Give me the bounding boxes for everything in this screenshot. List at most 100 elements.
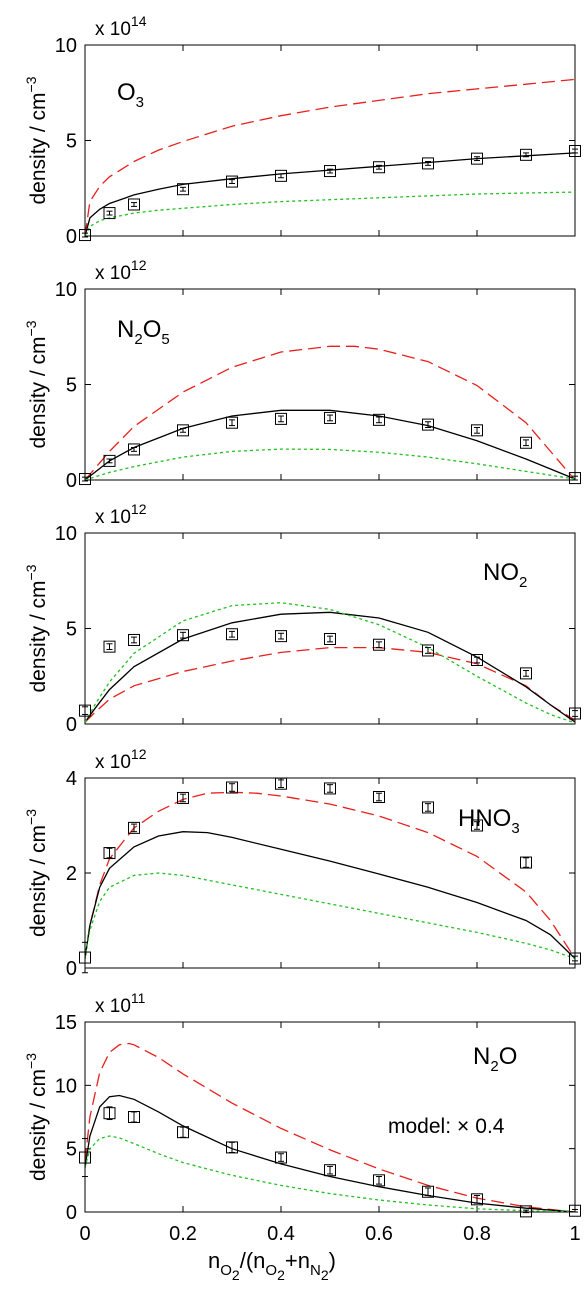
data-point (79, 229, 91, 242)
y-axis-label: density / cm−3 (23, 76, 50, 204)
exponent-prefix: x 10 (95, 996, 131, 1017)
y-tick-label: 5 (66, 1139, 77, 1161)
annotation-times: × (457, 1115, 469, 1138)
species-subscript: 3 (511, 820, 519, 837)
y-tick-label: 2 (66, 863, 77, 885)
xlabel-plus: +n (285, 1248, 310, 1273)
data-point (226, 175, 238, 188)
data-point (520, 436, 532, 449)
xlabel-o-two: 2 (232, 1267, 240, 1283)
data-point (226, 1141, 238, 1154)
axes-frame (84, 1021, 576, 1213)
series-dashed-line (85, 646, 575, 723)
y-axis-label-main: density / cm (27, 92, 50, 204)
data-point (177, 424, 189, 437)
y-tick-label: 5 (66, 619, 77, 641)
data-point (275, 1151, 287, 1164)
exponent-label: x 1012 (95, 501, 147, 528)
species-base: N (473, 1043, 490, 1070)
data-point (226, 416, 238, 429)
data-point (103, 640, 116, 653)
species-subscript: 2 (134, 331, 142, 348)
species-label: NO2 (483, 559, 527, 591)
data-point (275, 412, 287, 425)
data-point (79, 951, 91, 964)
y-tick-label: 10 (55, 523, 77, 545)
y-axis-label-power: −3 (23, 564, 39, 580)
data-point (275, 169, 287, 182)
exponent-power: 12 (131, 257, 147, 273)
data-point (226, 781, 238, 794)
annotation-text: model: (388, 1115, 451, 1138)
data-point (471, 424, 483, 437)
xlabel-o: O (220, 1262, 232, 1279)
data-point (373, 413, 385, 426)
series-dotted-line (85, 872, 575, 960)
data-point (79, 1151, 91, 1164)
y-tick-label: 10 (55, 35, 77, 57)
data-point (373, 1174, 385, 1187)
data-point (128, 443, 140, 456)
y-tick-label: 10 (55, 1075, 77, 1097)
panel-4: 0 2 4 x 1012 density / cm−3 HNO3 (23, 746, 581, 980)
model-scale-annotation: model: × 0.4 (388, 1115, 505, 1138)
y-axis-label-main: density / cm (27, 825, 50, 937)
data-point (373, 161, 385, 174)
data-point (324, 633, 336, 646)
y-axis-label: density / cm−3 (23, 320, 50, 448)
y-tick-label: 4 (66, 768, 77, 790)
x-tick-label: 1 (569, 1223, 580, 1245)
y-axis-label: density / cm−3 (23, 564, 50, 692)
species-tail: O (143, 316, 162, 343)
data-point (373, 791, 385, 803)
species-label: HNO3 (458, 805, 520, 837)
exponent-power: 12 (131, 501, 147, 517)
panel-1: 0 5 10 x 1014 density / cm−3 O3 (23, 13, 581, 248)
exponent-power: 14 (131, 13, 147, 29)
y-axis-label-power: −3 (23, 809, 39, 825)
data-point (79, 704, 91, 717)
data-point (128, 1111, 140, 1123)
species-label: O3 (117, 79, 144, 111)
data-point (569, 1204, 581, 1217)
series-dashed-line (85, 1042, 575, 1212)
y-axis-label-power: −3 (23, 320, 39, 336)
series-solid-line (85, 1094, 575, 1212)
x-tick-label: 0.8 (463, 1223, 491, 1245)
y-axis-label-power: −3 (23, 76, 39, 92)
x-axis-label: nO2/(nO2+nN2) (208, 1248, 336, 1283)
species-subscript: 3 (136, 94, 144, 111)
data-point (373, 638, 385, 651)
exponent-prefix: x 10 (95, 752, 131, 773)
data-point (422, 801, 434, 814)
exponent-prefix: x 10 (95, 19, 131, 40)
data-point (103, 1107, 116, 1120)
data-point (275, 777, 287, 790)
data-point (569, 472, 581, 485)
series-solid-line (85, 409, 575, 480)
xlabel-n: N (310, 1262, 321, 1279)
x-tick-label: 0.6 (365, 1223, 393, 1245)
x-tick-label: 0.4 (267, 1223, 295, 1245)
x-tick-label: 0.2 (169, 1223, 197, 1245)
exponent-prefix: x 10 (95, 507, 131, 528)
data-point (226, 628, 238, 641)
data-point (569, 145, 581, 158)
y-axis-label-main: density / cm (27, 1069, 50, 1181)
data-point (569, 952, 581, 965)
data-point (471, 819, 483, 832)
data-point (128, 821, 140, 834)
data-point (324, 411, 336, 424)
xlabel-n: n (208, 1248, 220, 1273)
data-point (103, 454, 116, 467)
data-point (128, 633, 140, 646)
series-solid-line (85, 831, 575, 959)
data-point (103, 847, 116, 860)
data-point (324, 165, 336, 178)
exponent-prefix: x 10 (95, 263, 131, 284)
data-point (422, 157, 434, 170)
data-point (422, 644, 434, 657)
data-point (422, 1185, 434, 1198)
